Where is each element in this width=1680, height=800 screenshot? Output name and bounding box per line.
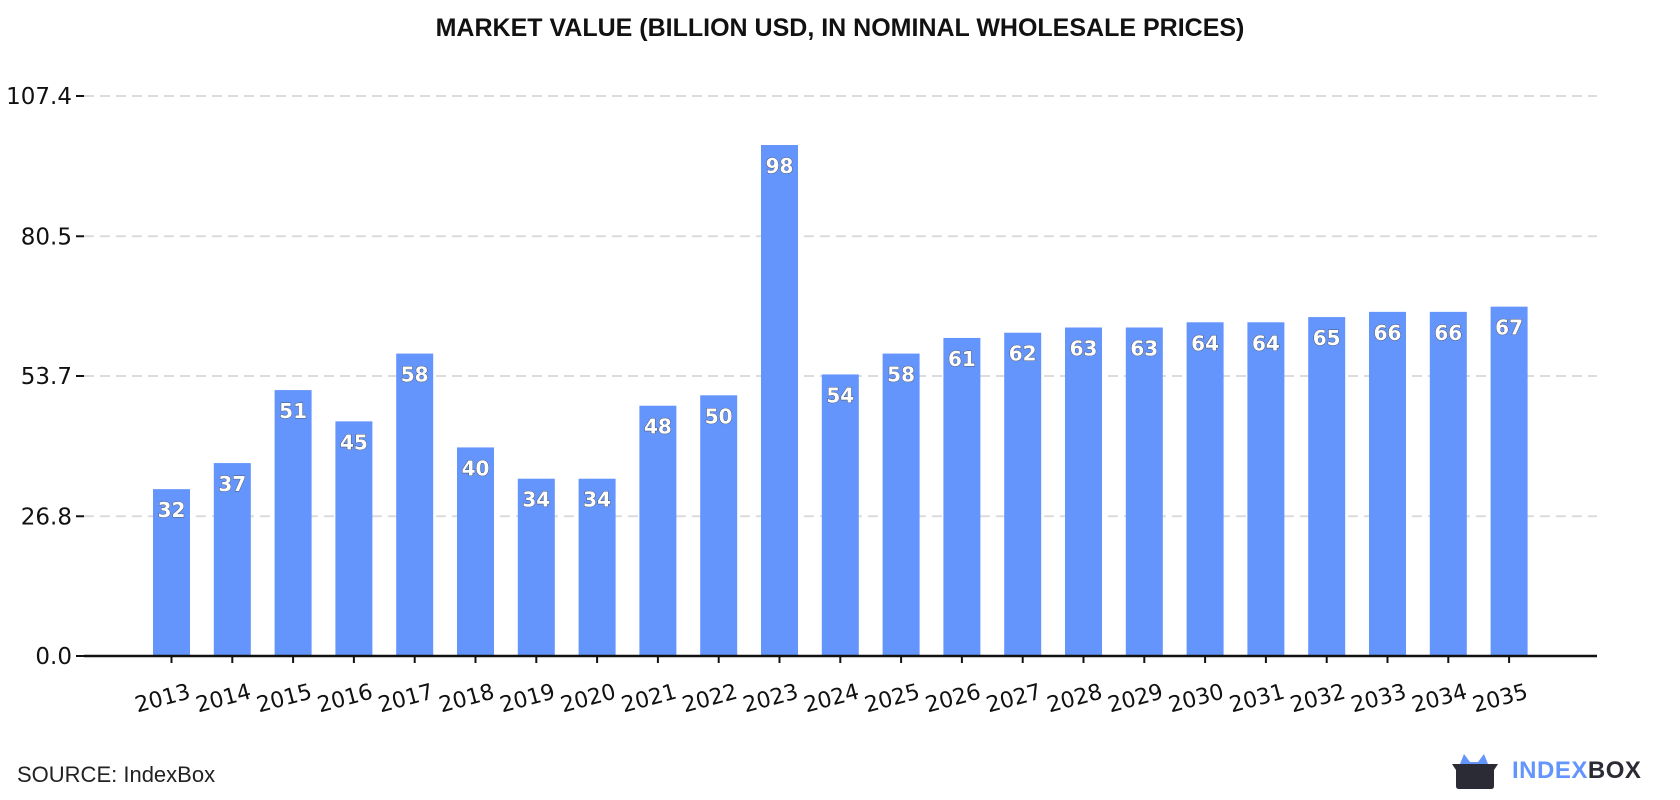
y-tick-label: 53.7: [21, 364, 72, 390]
bar: [1186, 322, 1224, 656]
data-label: 32: [158, 498, 186, 522]
bar: [1125, 327, 1163, 656]
x-tick-label: 2031: [1227, 680, 1288, 719]
data-label: 65: [1313, 326, 1341, 350]
x-tick-label: 2020: [558, 680, 619, 719]
data-label: 54: [826, 383, 854, 407]
data-label: 61: [948, 347, 976, 371]
y-tick-label: 26.8: [21, 504, 72, 530]
bar: [1369, 311, 1406, 656]
box-logo-icon: [1452, 754, 1498, 789]
data-label: 58: [401, 363, 429, 387]
bar: [882, 353, 920, 656]
data-label: 40: [462, 456, 490, 480]
bar: [1490, 306, 1528, 656]
data-label: 58: [887, 363, 915, 387]
x-tick-label: 2035: [1470, 680, 1531, 719]
bar: [1004, 332, 1042, 656]
x-tick-label: 2023: [740, 680, 801, 719]
bar: [821, 374, 859, 656]
data-label: 98: [766, 154, 794, 178]
data-label: 63: [1130, 337, 1158, 361]
bar: [396, 353, 434, 656]
x-tick-label: 2030: [1166, 680, 1227, 719]
bar: [639, 405, 677, 656]
bar: [213, 463, 251, 656]
x-tick-label: 2018: [436, 680, 497, 719]
logo-text: INDEXBOX: [1512, 757, 1642, 784]
data-label: 34: [522, 488, 550, 512]
bar: [943, 337, 981, 656]
x-tick-label: 2021: [619, 680, 680, 719]
data-label: 45: [340, 430, 368, 454]
x-tick-label: 2029: [1105, 680, 1166, 719]
bar: [761, 145, 798, 656]
bar: [578, 478, 616, 656]
bar: [1429, 311, 1467, 656]
bar: [153, 489, 190, 656]
x-tick-label: 2016: [315, 680, 376, 719]
data-label: 37: [218, 472, 246, 496]
y-tick-label: 107.4: [6, 84, 72, 110]
data-label: 63: [1070, 337, 1098, 361]
x-tick-label: 2015: [254, 680, 315, 719]
bar: [1065, 327, 1102, 656]
bar: [274, 390, 312, 656]
bar: [517, 478, 555, 656]
data-label: 48: [644, 415, 672, 439]
x-tick-label: 2014: [193, 680, 254, 719]
x-tick-label: 2032: [1288, 680, 1349, 719]
x-tick-label: 2019: [497, 680, 558, 719]
y-tick-label: 0.0: [35, 644, 72, 670]
data-label: 51: [279, 399, 307, 423]
x-tick-label: 2013: [132, 680, 193, 719]
bar: [700, 395, 738, 656]
data-label: 34: [583, 488, 611, 512]
data-label: 62: [1009, 342, 1037, 366]
data-label: 66: [1374, 321, 1402, 345]
x-tick-label: 2024: [801, 680, 862, 719]
chart-title: MARKET VALUE (BILLION USD, IN NOMINAL WH…: [435, 14, 1245, 42]
bar: [335, 421, 373, 656]
data-label: 50: [705, 404, 733, 428]
data-label: 64: [1191, 331, 1219, 355]
x-tick-label: 2026: [923, 680, 984, 719]
bar: [1308, 317, 1346, 656]
x-tick-label: 2028: [1044, 680, 1105, 719]
data-label: 67: [1495, 316, 1523, 340]
indexbox-logo: INDEXBOX: [1450, 752, 1641, 790]
x-tick-label: 2017: [376, 680, 437, 719]
x-tick-label: 2034: [1409, 680, 1470, 719]
bar: [457, 447, 494, 656]
data-label: 64: [1252, 331, 1280, 355]
bar: [1247, 322, 1285, 656]
source-note: SOURCE: IndexBox: [17, 762, 216, 787]
x-tick-label: 2022: [680, 680, 741, 719]
x-tick-label: 2025: [862, 680, 923, 719]
y-tick-label: 80.5: [21, 224, 72, 250]
data-label: 66: [1434, 321, 1462, 345]
x-tick-label: 2033: [1348, 680, 1409, 719]
x-tick-label: 2027: [984, 680, 1045, 719]
